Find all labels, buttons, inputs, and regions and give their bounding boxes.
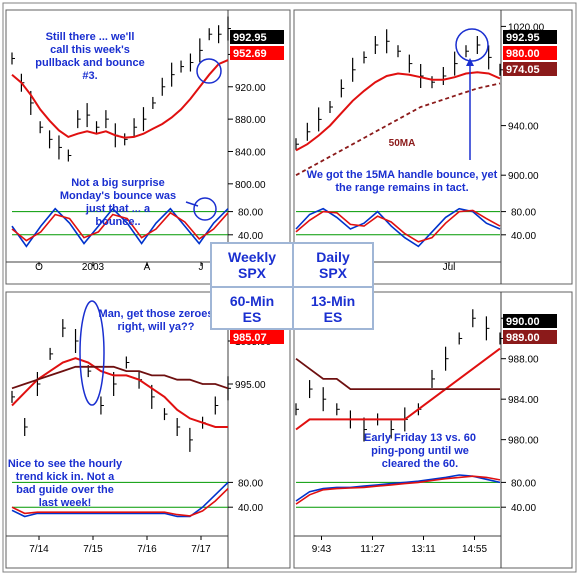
- 60min-es-annotation-text: Nice to see the hourly: [8, 458, 123, 470]
- weekly-spx-y-tick-label: 840.00: [235, 147, 266, 158]
- weekly-spx-price-label-text: 992.95: [233, 32, 267, 44]
- daily-spx-panel: 1020.00940.00900.0080.0040.00JunJul992.9…: [293, 9, 573, 285]
- weekly-spx-annotation-text: Monday's bounce was: [60, 190, 176, 202]
- weekly-spx-x-tick-label: O: [35, 262, 43, 273]
- daily-spx-50MA-line: [295, 82, 501, 176]
- daily-spx-y-tick-label: 940.00: [508, 122, 539, 133]
- 60min-es-osc-line-1: [11, 488, 229, 517]
- 13min-es-price-label-text: 990.00: [506, 316, 540, 328]
- daily-spx-osc-line-0: [295, 207, 501, 248]
- daily-spx-annotation-text: We got the 15MA handle bounce, yet: [307, 169, 498, 181]
- 13min-es-price-label-box: [503, 330, 557, 344]
- daily-spx-annotation-text: 50MA: [389, 138, 416, 149]
- daily-spx-label: Daily SPX: [316, 249, 350, 281]
- weekly-spx-price-label-text: 952.69: [233, 48, 267, 60]
- timeframe-legend-box: Weekly SPX Daily SPX 60-Min ES 13-Min ES: [210, 242, 374, 330]
- 60min-es-y-tick-label: 995.00: [235, 380, 266, 391]
- weekly-spx-y-tick-label: 880.00: [235, 115, 266, 126]
- 60min-es-x-tick-label: 7/14: [29, 544, 49, 555]
- 60min-es-annotation-text: trend kick in. Not a: [16, 471, 115, 483]
- daily-spx-osc-line-1: [295, 209, 501, 243]
- weekly-spx-highlight-circle: [196, 58, 222, 84]
- daily-spx-moving-average-line: [295, 71, 501, 152]
- 60min-es-annotation-text: bad guide over the: [16, 484, 114, 496]
- 60min-es-panel: 1005.00995.0080.0040.007/147/157/167/179…: [5, 291, 291, 569]
- weekly-spx-x-tick-label: 2003: [82, 262, 105, 273]
- 13min-es-osc-tick-label: 40.00: [511, 503, 536, 514]
- 13min-es-x-tick-label: 11:27: [360, 544, 385, 555]
- weekly-spx-price-label-box: [230, 46, 284, 60]
- daily-spx-annotation-text: the range remains in tact.: [335, 182, 468, 194]
- 60min-es-x-tick-label: 7/16: [137, 544, 157, 555]
- 13min-es-osc-tick-label: 80.00: [511, 478, 536, 489]
- 13min-es-panel: 992.00988.00984.00980.0080.0040.009:4311…: [293, 291, 573, 569]
- 13min-es-x-tick-label: 9:43: [312, 544, 332, 555]
- weekly-spx-annotation-text: call this week's: [50, 44, 130, 56]
- 13min-es-x-tick-label: 13:11: [411, 544, 436, 555]
- 13min-es-osc-line-1: [295, 475, 501, 505]
- 13min-es-long-ma-line: [295, 357, 500, 391]
- weekly-spx-y-tick-label: 920.00: [235, 83, 266, 94]
- daily-spx-price-label-box: [503, 30, 557, 44]
- 60min-es-annotation-text: last week!: [39, 497, 92, 509]
- daily-spx-x-tick-label: Jul: [443, 262, 456, 273]
- weekly-spx-highlight-circle: [193, 197, 217, 221]
- weekly-spx-annotation-text: Not a big surprise: [71, 177, 165, 189]
- 60min-es-moving-average-line: [11, 357, 228, 428]
- weekly-spx-panel: 960.00920.00880.00840.00800.0080.0040.00…: [5, 9, 291, 285]
- legend-horizontal-divider: [212, 286, 372, 288]
- 13min-es-annotation-text: Early Friday 13 vs. 60: [364, 432, 476, 444]
- 60min-es-long-ma-line: [11, 365, 229, 390]
- daily-spx-price-label-text: 980.00: [506, 48, 540, 60]
- daily-spx-osc-tick-label: 40.00: [511, 231, 536, 242]
- min60-es-label: 60-Min ES: [229, 293, 275, 325]
- 60min-es-annotation-text: Man, get those zeroes: [99, 308, 214, 320]
- weekly-spx-annotation-text: bounce..: [95, 216, 140, 228]
- weekly-spx-annotation-text: pullback and bounce: [35, 57, 144, 69]
- weekly-spx-y-tick-label: 800.00: [235, 180, 266, 191]
- min13-es-label: 13-Min ES: [310, 293, 356, 325]
- 60min-es-price-label-text: 985.07: [233, 332, 267, 344]
- 13min-es-price-label-text: 989.00: [506, 332, 540, 344]
- weekly-spx-x-tick-label: J: [199, 262, 204, 273]
- daily-spx-osc-tick-label: 80.00: [511, 208, 536, 219]
- 13min-es-y-tick-label: 988.00: [508, 355, 539, 366]
- 60min-es-x-tick-label: 7/15: [83, 544, 103, 555]
- 60min-es-osc-tick-label: 80.00: [238, 478, 263, 489]
- weekly-spx-label: Weekly SPX: [228, 249, 276, 281]
- daily-arrow-head: [466, 58, 474, 66]
- 13min-es-moving-average-line: [295, 347, 501, 431]
- weekly-spx-osc-line-1: [11, 211, 229, 242]
- 13min-es-annotation-text: ping-pong until we: [371, 445, 469, 457]
- daily-spx-price-label-text: 992.95: [506, 32, 540, 44]
- 13min-es-y-tick-label: 984.00: [508, 395, 539, 406]
- 60min-es-price-label-box: [230, 330, 284, 344]
- 13min-es-x-tick-label: 14:55: [462, 544, 487, 555]
- daily-spx-price-label-box: [503, 46, 557, 60]
- daily-spx-price-label-text: 974.05: [506, 64, 540, 76]
- 60min-es-x-tick-label: 7/17: [191, 544, 211, 555]
- daily-spx-highlight-circle: [455, 28, 489, 62]
- daily-spx-y-tick-label: 1020.00: [508, 22, 545, 33]
- 13min-es-y-tick-label: 980.00: [508, 436, 539, 447]
- 13min-es-annotation-text: cleared the 60.: [382, 458, 458, 470]
- weekly-spx-annotation-text: just that ... a: [85, 203, 151, 215]
- 13min-es-price-label-box: [503, 314, 557, 328]
- weekly-spx-annotation-text: #3.: [82, 70, 97, 82]
- 60min-es-annotation-text: right, will ya??: [117, 321, 194, 333]
- 60min-es-highlight-circle: [79, 300, 105, 406]
- weekly-spx-price-label-box: [230, 30, 284, 44]
- weekly-spx-moving-average-line: [11, 59, 229, 139]
- daily-spx-price-label-box: [503, 62, 557, 76]
- weekly-arrow-line: [185, 201, 199, 207]
- weekly-spx-osc-tick-label: 40.00: [238, 231, 263, 242]
- 60min-es-osc-tick-label: 40.00: [238, 503, 263, 514]
- weekly-spx-osc-tick-label: 80.00: [238, 208, 263, 219]
- daily-spx-y-tick-label: 900.00: [508, 171, 539, 182]
- weekly-spx-annotation-text: Still there ... we'll: [46, 31, 135, 43]
- 13min-es-osc-line-0: [295, 474, 501, 502]
- weekly-spx-x-tick-label: A: [144, 262, 151, 273]
